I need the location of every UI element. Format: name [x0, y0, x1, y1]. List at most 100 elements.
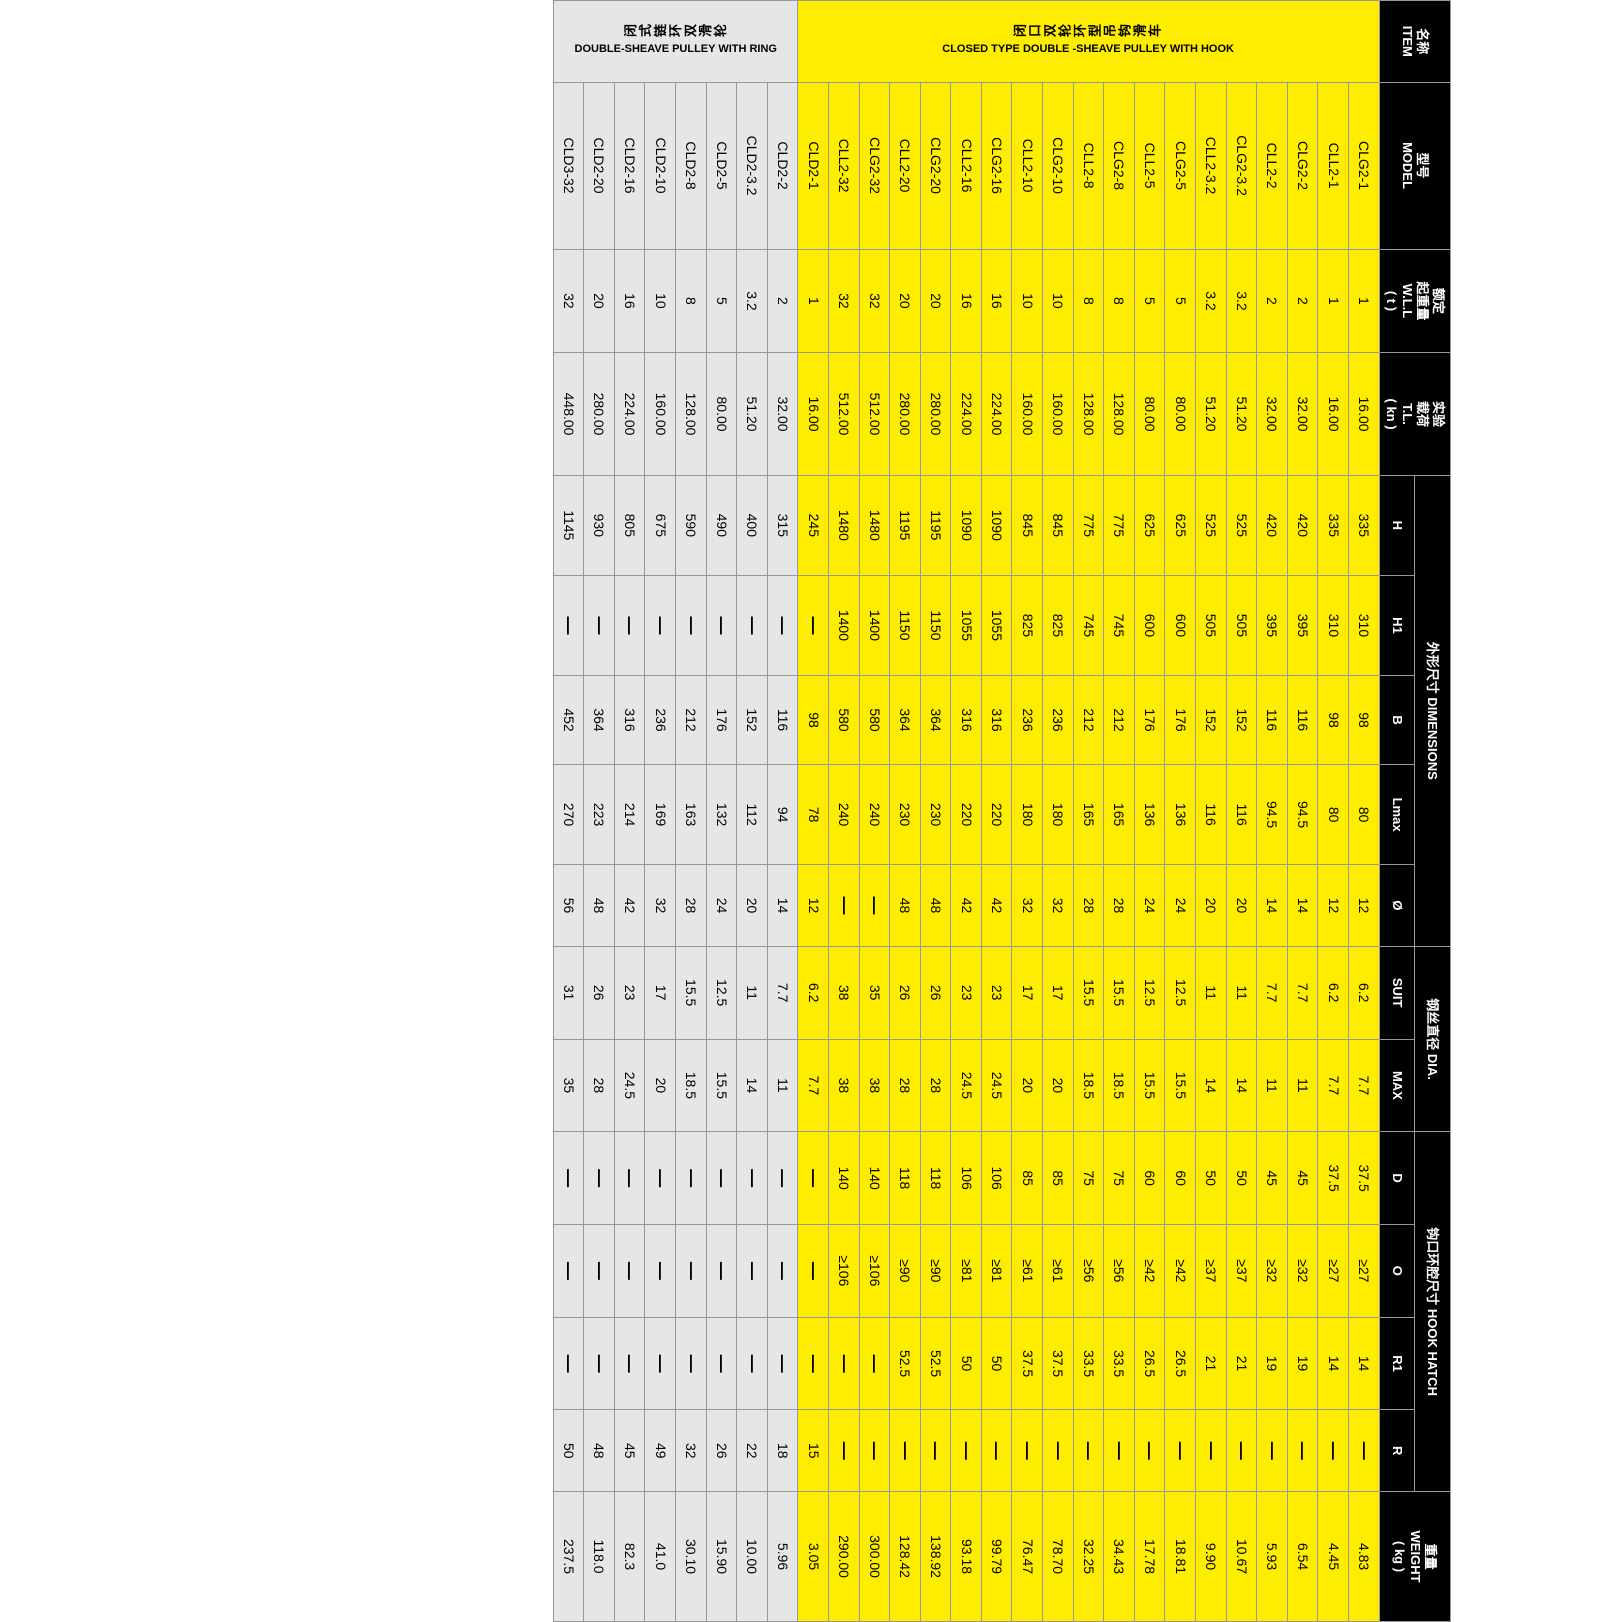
cell-Lmax: 78	[798, 765, 829, 865]
cell-H1: 1400	[828, 575, 859, 675]
cell-wll: 1	[1318, 249, 1349, 353]
cell-H1: 1055	[981, 575, 1012, 675]
cell-wll: 16	[951, 249, 982, 353]
cell-wll: 5	[706, 249, 737, 353]
cell-R1: —	[584, 1317, 615, 1410]
cell-O: ≥106	[828, 1224, 859, 1317]
cell-H1: 825	[1043, 575, 1074, 675]
cell-model: CLG2-8	[1104, 82, 1135, 249]
cell-dia: 32	[1012, 865, 1043, 947]
cell-O: —	[737, 1224, 768, 1317]
cell-suit: 35	[859, 946, 890, 1039]
pulley-spec-table: 名称ITEM 型号MODEL 额定起重量W.L.L( t ) 实验载荷T.L.(…	[553, 0, 1451, 1622]
cell-R1: 14	[1318, 1317, 1349, 1410]
cell-max: 7.7	[1318, 1039, 1349, 1132]
cell-R1: 26.5	[1165, 1317, 1196, 1410]
cell-B: 452	[553, 676, 584, 765]
cell-R1: 21	[1226, 1317, 1257, 1410]
table-row: CLG2-2232.0042039511694.5147.71145≥3219—…	[1287, 1, 1318, 1622]
cell-wll: 20	[584, 249, 615, 353]
hdr-dims: 外形尺寸 DIMENSIONS	[1415, 475, 1451, 946]
cell-O: ≥27	[1318, 1224, 1349, 1317]
cell-R1: —	[859, 1317, 890, 1410]
cell-max: 35	[553, 1039, 584, 1132]
cell-Lmax: 220	[981, 765, 1012, 865]
cell-dia: 48	[890, 865, 921, 947]
cell-H: 1145	[553, 475, 584, 575]
cell-wll: 32	[553, 249, 584, 353]
table-row: CLD2-5580.00490—1761322412.515.5———2615.…	[706, 1, 737, 1622]
cell-max: 14	[1196, 1039, 1227, 1132]
cell-D: —	[614, 1132, 645, 1225]
cell-model: CLG2-1	[1349, 82, 1380, 249]
cell-wll: 8	[1073, 249, 1104, 353]
cell-R1: 37.5	[1012, 1317, 1043, 1410]
cell-max: 14	[737, 1039, 768, 1132]
cell-Lmax: 169	[645, 765, 676, 865]
cell-wll: 10	[645, 249, 676, 353]
cell-tl: 160.00	[645, 353, 676, 475]
cell-tl: 51.20	[1226, 353, 1257, 475]
cell-D: 106	[981, 1132, 1012, 1225]
cell-max: 28	[920, 1039, 951, 1132]
cell-O: —	[645, 1224, 676, 1317]
cell-Lmax: 214	[614, 765, 645, 865]
cell-wll: 1	[1349, 249, 1380, 353]
cell-R1: 33.5	[1104, 1317, 1135, 1410]
cell-max: 7.7	[1349, 1039, 1380, 1132]
cell-H: 675	[645, 475, 676, 575]
cell-D: —	[798, 1132, 829, 1225]
cell-B: 176	[1165, 676, 1196, 765]
cell-H1: 1150	[920, 575, 951, 675]
cell-R1: 21	[1196, 1317, 1227, 1410]
cell-H1: 600	[1165, 575, 1196, 675]
cell-Lmax: 180	[1012, 765, 1043, 865]
cell-suit: 6.2	[798, 946, 829, 1039]
cell-max: 15.5	[706, 1039, 737, 1132]
cell-wll: 20	[890, 249, 921, 353]
hdr-tl: 实验载荷T.L.( kn )	[1379, 353, 1450, 475]
table-row: CLL2-5580.006256001761362412.515.560≥422…	[1134, 1, 1165, 1622]
cell-Lmax: 163	[675, 765, 706, 865]
cell-B: 152	[1196, 676, 1227, 765]
cell-wll: 16	[981, 249, 1012, 353]
cell-dia: 14	[1257, 865, 1288, 947]
cell-B: 98	[1349, 676, 1380, 765]
table-row: CLG2-1010160.0084582523618032172085≥6137…	[1043, 1, 1074, 1622]
cell-tl: 280.00	[584, 353, 615, 475]
cell-dia: 24	[1134, 865, 1165, 947]
hdr-model: 型号MODEL	[1379, 82, 1450, 249]
cell-H1: 1150	[890, 575, 921, 675]
table-row: CLL2-1616224.0010901055316220422324.5106…	[951, 1, 982, 1622]
cell-D: 37.5	[1318, 1132, 1349, 1225]
hdr-hook: 钩口环腔尺寸 HOOK HATCH	[1415, 1132, 1451, 1492]
table-row: CLG2-5580.006256001761362412.515.560≥422…	[1165, 1, 1196, 1622]
cell-tl: 224.00	[614, 353, 645, 475]
cell-suit: 17	[645, 946, 676, 1039]
table-row: CLL2-1010160.0084582523618032172085≥6137…	[1012, 1, 1043, 1622]
cell-O: ≥106	[859, 1224, 890, 1317]
cell-dia: 12	[798, 865, 829, 947]
cell-model: CLD2-8	[675, 82, 706, 249]
cell-wt: 34.43	[1104, 1492, 1135, 1622]
cell-O: ≥61	[1012, 1224, 1043, 1317]
cell-wll: 3.2	[1226, 249, 1257, 353]
cell-H1: —	[767, 575, 798, 675]
cell-H1: 745	[1104, 575, 1135, 675]
cell-Lmax: 112	[737, 765, 768, 865]
cell-B: 212	[675, 676, 706, 765]
cell-O: —	[584, 1224, 615, 1317]
hdr-wire: 钢丝直径 DIA.	[1415, 946, 1451, 1131]
cell-H: 930	[584, 475, 615, 575]
cell-Lmax: 94.5	[1257, 765, 1288, 865]
hdr-R1: R1	[1379, 1317, 1415, 1410]
cell-wt: 17.78	[1134, 1492, 1165, 1622]
hdr-wll: 额定起重量W.L.L( t )	[1379, 249, 1450, 353]
cell-Lmax: 94.5	[1287, 765, 1318, 865]
cell-R1: —	[675, 1317, 706, 1410]
cell-model: CLG2-32	[859, 82, 890, 249]
cell-model: CLD2-1	[798, 82, 829, 249]
table-row: CLL2-88128.007757452121652815.518.575≥56…	[1073, 1, 1104, 1622]
cell-H1: 1055	[951, 575, 982, 675]
cell-dia: 56	[553, 865, 584, 947]
